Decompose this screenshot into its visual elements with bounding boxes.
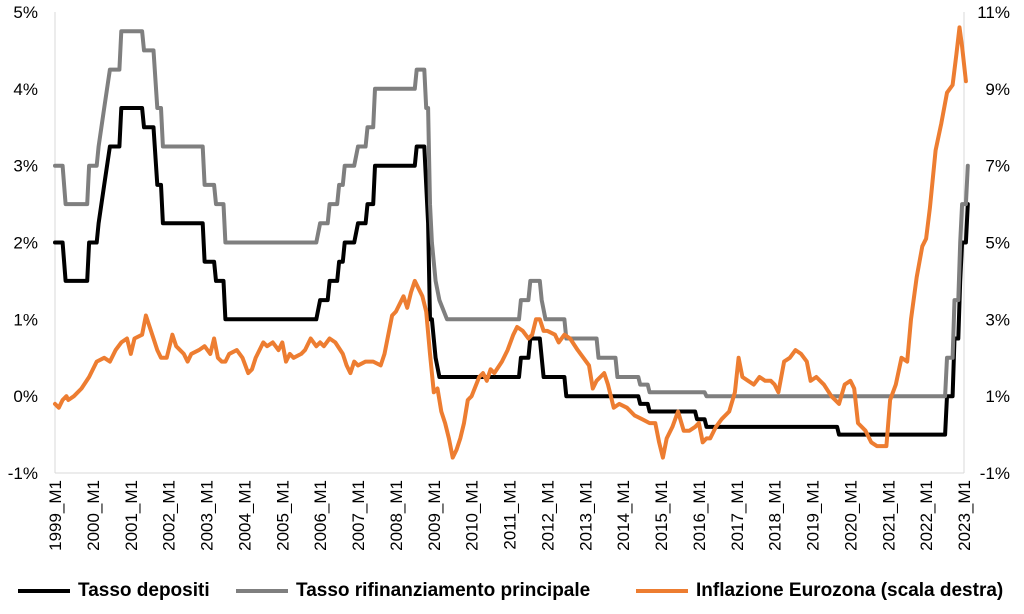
x-tick-label: 2012_M1 (538, 480, 557, 551)
legend-swatch-tasso-depositi (18, 589, 70, 593)
x-tick-label: 2015_M1 (652, 480, 671, 551)
chart-axes (54, 12, 965, 474)
x-tick-label: 2003_M1 (198, 480, 217, 551)
left-tick-label: 4% (13, 80, 38, 99)
x-tick-label: 2006_M1 (311, 480, 330, 551)
legend-item-inflazione: Inflazione Eurozona (scala destra) (636, 580, 1003, 602)
chart-legend: Tasso depositi Tasso rifinanziamento pri… (0, 574, 1024, 614)
left-axis-tick-labels: -1% 0% 1% 2% 3% 4% 5% (8, 3, 38, 483)
x-tick-label: 2013_M1 (576, 480, 595, 551)
legend-item-tasso-depositi: Tasso depositi (18, 580, 210, 602)
x-tick-label: 2002_M1 (160, 480, 179, 551)
x-tick-label: 2021_M1 (879, 480, 898, 551)
x-tick-label: 1999_M1 (46, 480, 65, 551)
x-tick-label: 2023_M1 (955, 480, 974, 551)
right-tick-label: -1% (980, 464, 1010, 483)
right-tick-label: 11% (977, 3, 1010, 22)
legend-swatch-inflazione (636, 589, 688, 593)
x-tick-label: 2007_M1 (349, 480, 368, 551)
x-tick-label: 2011_M1 (501, 480, 520, 550)
right-tick-label: 5% (985, 234, 1010, 253)
x-tick-label: 2004_M1 (235, 480, 254, 551)
x-tick-label: 2022_M1 (917, 480, 936, 551)
right-tick-label: 7% (985, 157, 1010, 176)
series-line-inflazione (53, 25, 968, 460)
left-tick-label: 2% (13, 234, 38, 253)
x-tick-label: 2009_M1 (425, 480, 444, 551)
x-tick-label: 2014_M1 (614, 480, 633, 551)
series-line-tasso-depositi (53, 106, 970, 437)
x-axis-tick-labels: 1999_M1 2000_M1 2001_M1 2002_M1 2003_M1 2004_… (46, 480, 974, 551)
x-tick-label: 2019_M1 (804, 480, 823, 551)
left-tick-label: 1% (13, 310, 38, 329)
x-tick-label: 2016_M1 (690, 480, 709, 551)
x-tick-label: 2000_M1 (84, 480, 103, 551)
x-tick-label: 2017_M1 (728, 480, 747, 551)
right-tick-label: 3% (985, 310, 1010, 329)
right-axis-tick-labels: -1% 1% 3% 5% 7% 9% 11% (977, 3, 1010, 483)
legend-item-tasso-rifinanziamento: Tasso rifinanziamento principale (236, 580, 590, 602)
left-tick-label: 3% (13, 157, 38, 176)
series-line-tasso-rifinanziamento (53, 29, 970, 399)
legend-label-tasso-depositi: Tasso depositi (78, 580, 210, 601)
x-tick-label: 2001_M1 (122, 480, 141, 551)
legend-swatch-tasso-rifinanziamento (236, 589, 288, 593)
x-tick-label: 2008_M1 (387, 480, 406, 551)
left-tick-label: 0% (13, 387, 38, 406)
x-tick-label: 2010_M1 (463, 480, 482, 551)
x-tick-label: 2020_M1 (841, 480, 860, 551)
x-tick-label: 2018_M1 (766, 480, 785, 551)
right-tick-label: 9% (985, 80, 1010, 99)
right-tick-label: 1% (985, 387, 1010, 406)
left-tick-label: 5% (13, 3, 38, 22)
series-lines (53, 25, 970, 460)
legend-label-tasso-rifinanziamento: Tasso rifinanziamento principale (296, 580, 591, 601)
legend-label-inflazione: Inflazione Eurozona (scala destra) (696, 580, 1004, 601)
x-tick-label: 2005_M1 (273, 480, 292, 551)
left-tick-label: -1% (8, 464, 38, 483)
